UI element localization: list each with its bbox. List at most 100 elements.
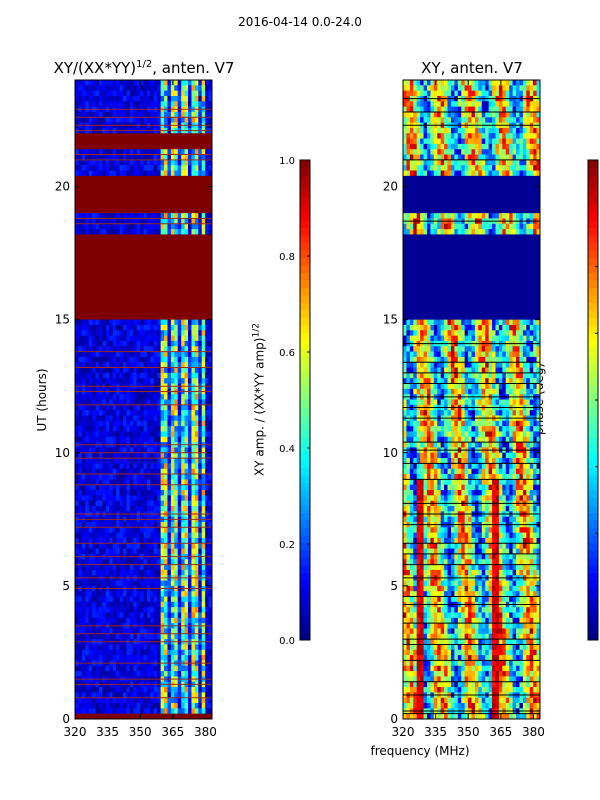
amp-heatmap-cell (122, 633, 127, 640)
amp-heatmap-cell (160, 319, 165, 326)
amp-heatmap-cell (116, 282, 120, 289)
phase-heatmap-cell (440, 80, 445, 86)
amp-heatmap-cell (150, 479, 155, 486)
amp-heatmap-cell (136, 537, 141, 544)
amp-heatmap-cell (164, 186, 168, 193)
amp-heatmap-cell (98, 282, 103, 289)
amp-heatmap-cell (75, 245, 79, 251)
amp-heatmap-cell (208, 436, 213, 443)
amp-heatmap-cell (126, 649, 131, 656)
amp-heatmap-cell (170, 95, 175, 102)
amp-heatmap-cell (201, 671, 206, 677)
amp-heatmap-cell (78, 80, 83, 86)
amp-heatmap-cell (198, 708, 203, 715)
amp-ytick-label: 20 (55, 180, 70, 194)
amp-heatmap-cell (88, 537, 93, 544)
amp-heatmap-cell (126, 159, 131, 166)
amp-heatmap-cell (75, 170, 79, 177)
amp-heatmap-cell (191, 165, 196, 171)
amp-heatmap-cell (174, 404, 179, 411)
amp-heatmap-cell (126, 367, 131, 374)
amp-heatmap-cell (188, 410, 192, 416)
amp-heatmap-cell (126, 330, 131, 336)
amp-heatmap-cell (170, 330, 175, 336)
amp-heatmap-cell (146, 612, 151, 619)
amp-heatmap-cell (164, 713, 168, 720)
amp-heatmap-cell (201, 372, 206, 379)
amp-heatmap-cell (184, 426, 189, 432)
amp-heatmap-cell (150, 713, 155, 720)
amp-heatmap-cell (95, 340, 100, 347)
amp-heatmap-cell (116, 367, 120, 374)
amp-heatmap-cell (140, 532, 144, 539)
amp-heatmap-cell (164, 308, 168, 315)
amp-heatmap-cell (194, 420, 199, 427)
amp-heatmap-cell (119, 537, 124, 544)
amp-heatmap-cell (133, 175, 138, 182)
amp-heatmap-cell (116, 420, 120, 427)
amp-heatmap-cell (174, 154, 179, 161)
amp-heatmap-cell (174, 378, 179, 384)
amp-heatmap-cell (112, 250, 117, 257)
amp-heatmap-cell (143, 351, 148, 358)
amp-heatmap-cell (208, 490, 213, 496)
amp-heatmap-cell (136, 85, 141, 92)
amp-heatmap-cell (170, 564, 175, 571)
amp-heatmap-cell (126, 170, 131, 177)
amp-heatmap-cell (184, 197, 189, 203)
amp-heatmap-cell (81, 591, 86, 597)
amp-heatmap-cell (105, 308, 110, 315)
amp-heatmap-cell (119, 633, 124, 640)
amp-heatmap-cell (184, 532, 189, 539)
amp-heatmap-cell (146, 234, 151, 241)
amp-heatmap-cell (208, 703, 213, 709)
amp-heatmap-cell (133, 229, 138, 235)
amp-heatmap-cell (184, 90, 189, 97)
amp-heatmap-cell (109, 687, 114, 693)
amp-heatmap-cell (102, 234, 107, 241)
amp-heatmap-cell (95, 474, 100, 480)
amp-heatmap-cell (184, 564, 189, 571)
amp-heatmap-cell (188, 111, 192, 118)
amp-heatmap-cell (140, 191, 144, 198)
amp-heatmap-cell (92, 527, 96, 534)
amp-heatmap-cell (160, 175, 165, 182)
amp-heatmap-cell (122, 692, 127, 699)
amp-heatmap-cell (119, 644, 124, 651)
amp-heatmap-cell (95, 213, 100, 219)
amp-heatmap-cell (112, 708, 117, 715)
amp-heatmap-cell (119, 250, 124, 257)
amp-heatmap-cell (98, 85, 103, 92)
amp-heatmap-cell (105, 250, 110, 257)
amp-heatmap-cell (133, 340, 138, 347)
amp-heatmap-cell (160, 649, 165, 656)
amp-heatmap-cell (174, 271, 179, 278)
amp-heatmap-cell (88, 692, 93, 699)
amp-heatmap-cell (122, 149, 127, 155)
amp-heatmap-cell (102, 687, 107, 693)
amp-heatmap-cell (191, 633, 196, 640)
amp-heatmap-cell (174, 703, 179, 709)
amp-heatmap-cell (116, 569, 120, 576)
amp-heatmap-cell (150, 452, 155, 459)
amp-heatmap-cell (92, 697, 96, 704)
amp-heatmap-cell (88, 213, 93, 219)
amp-heatmap-cell (188, 293, 192, 299)
amp-heatmap-cell (81, 436, 86, 443)
amp-heatmap-cell (208, 165, 213, 171)
amp-heatmap-cell (198, 426, 203, 432)
amp-heatmap-cell (157, 580, 162, 587)
amp-heatmap-cell (112, 378, 117, 384)
amp-heatmap-cell (119, 484, 124, 491)
amp-heatmap-cell (122, 655, 127, 661)
amp-heatmap-cell (126, 543, 131, 550)
amp-heatmap-cell (170, 655, 175, 661)
amp-heatmap-cell (85, 271, 90, 278)
amp-heatmap-cell (198, 548, 203, 555)
amp-heatmap-cell (143, 154, 148, 161)
amp-heatmap-cell (75, 527, 79, 534)
amp-heatmap-cell (140, 175, 144, 182)
amp-heatmap-cell (205, 80, 209, 86)
amp-heatmap-cell (208, 202, 213, 209)
amp-heatmap-cell (208, 250, 213, 257)
